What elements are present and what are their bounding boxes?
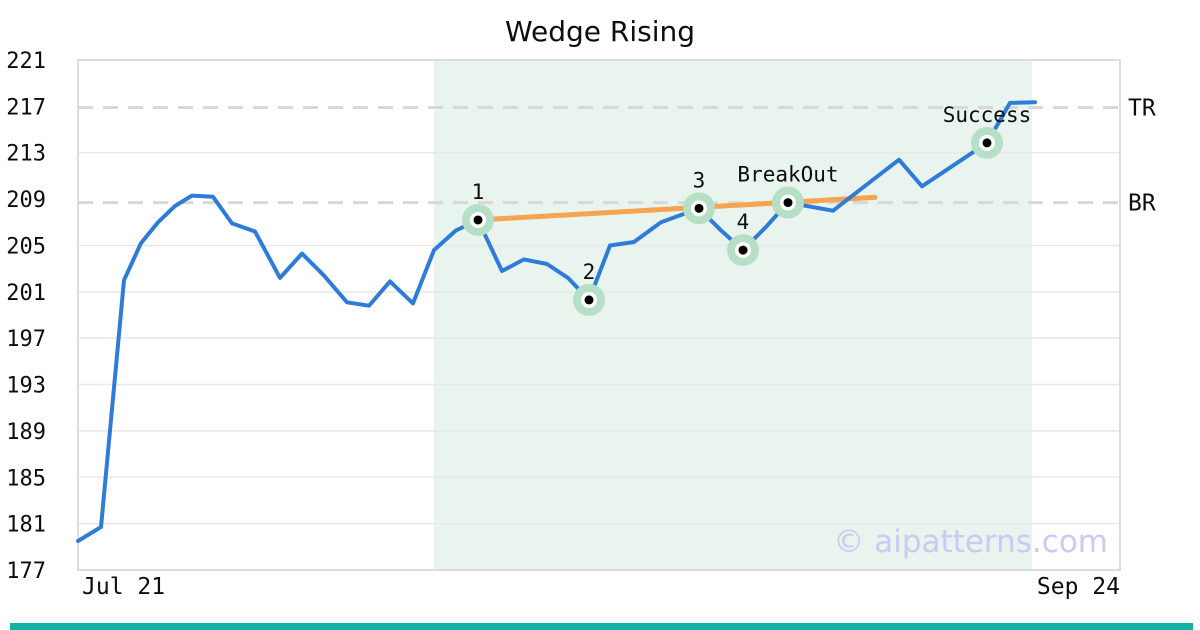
level-label-br: BR [1128, 191, 1156, 217]
watermark-text: © aipatterns.com [833, 524, 1108, 560]
y-tick-label: 213 [6, 142, 46, 167]
annotation-label-success: Success [943, 103, 1032, 127]
x-axis-label-end: Sep 24 [1037, 574, 1120, 600]
y-tick-label: 181 [6, 513, 46, 538]
annotation-label-p2: 2 [583, 260, 596, 284]
marker-dot-success [982, 138, 992, 148]
y-tick-label: 197 [6, 327, 46, 352]
marker-dot-p3 [694, 203, 704, 213]
bottom-accent-bar [10, 623, 1193, 630]
marker-dot-p4 [738, 245, 748, 255]
y-tick-label: 193 [6, 374, 46, 399]
y-tick-label: 217 [6, 95, 46, 120]
y-tick-label: 221 [6, 49, 46, 74]
marker-dot-breakout [783, 198, 793, 208]
y-tick-label: 201 [6, 281, 46, 306]
chart-title: Wedge Rising [505, 15, 695, 48]
annotation-label-breakout: BreakOut [737, 163, 838, 187]
marker-dot-p1 [473, 215, 483, 225]
trend-line [475, 194, 878, 223]
marker-dot-p2 [584, 295, 594, 305]
annotation-label-p3: 3 [693, 168, 706, 192]
y-tick-label: 185 [6, 466, 46, 491]
y-tick-label: 189 [6, 420, 46, 445]
y-tick-label: 205 [6, 234, 46, 259]
pattern-region [434, 60, 1032, 570]
annotation-label-p4: 4 [737, 210, 750, 234]
x-axis-label-start: Jul 21 [82, 574, 165, 600]
level-label-tr: TR [1128, 96, 1156, 122]
y-tick-label: 209 [6, 188, 46, 213]
plot-border [77, 59, 1121, 571]
y-tick-label: 177 [6, 559, 46, 584]
annotation-label-p1: 1 [472, 180, 485, 204]
